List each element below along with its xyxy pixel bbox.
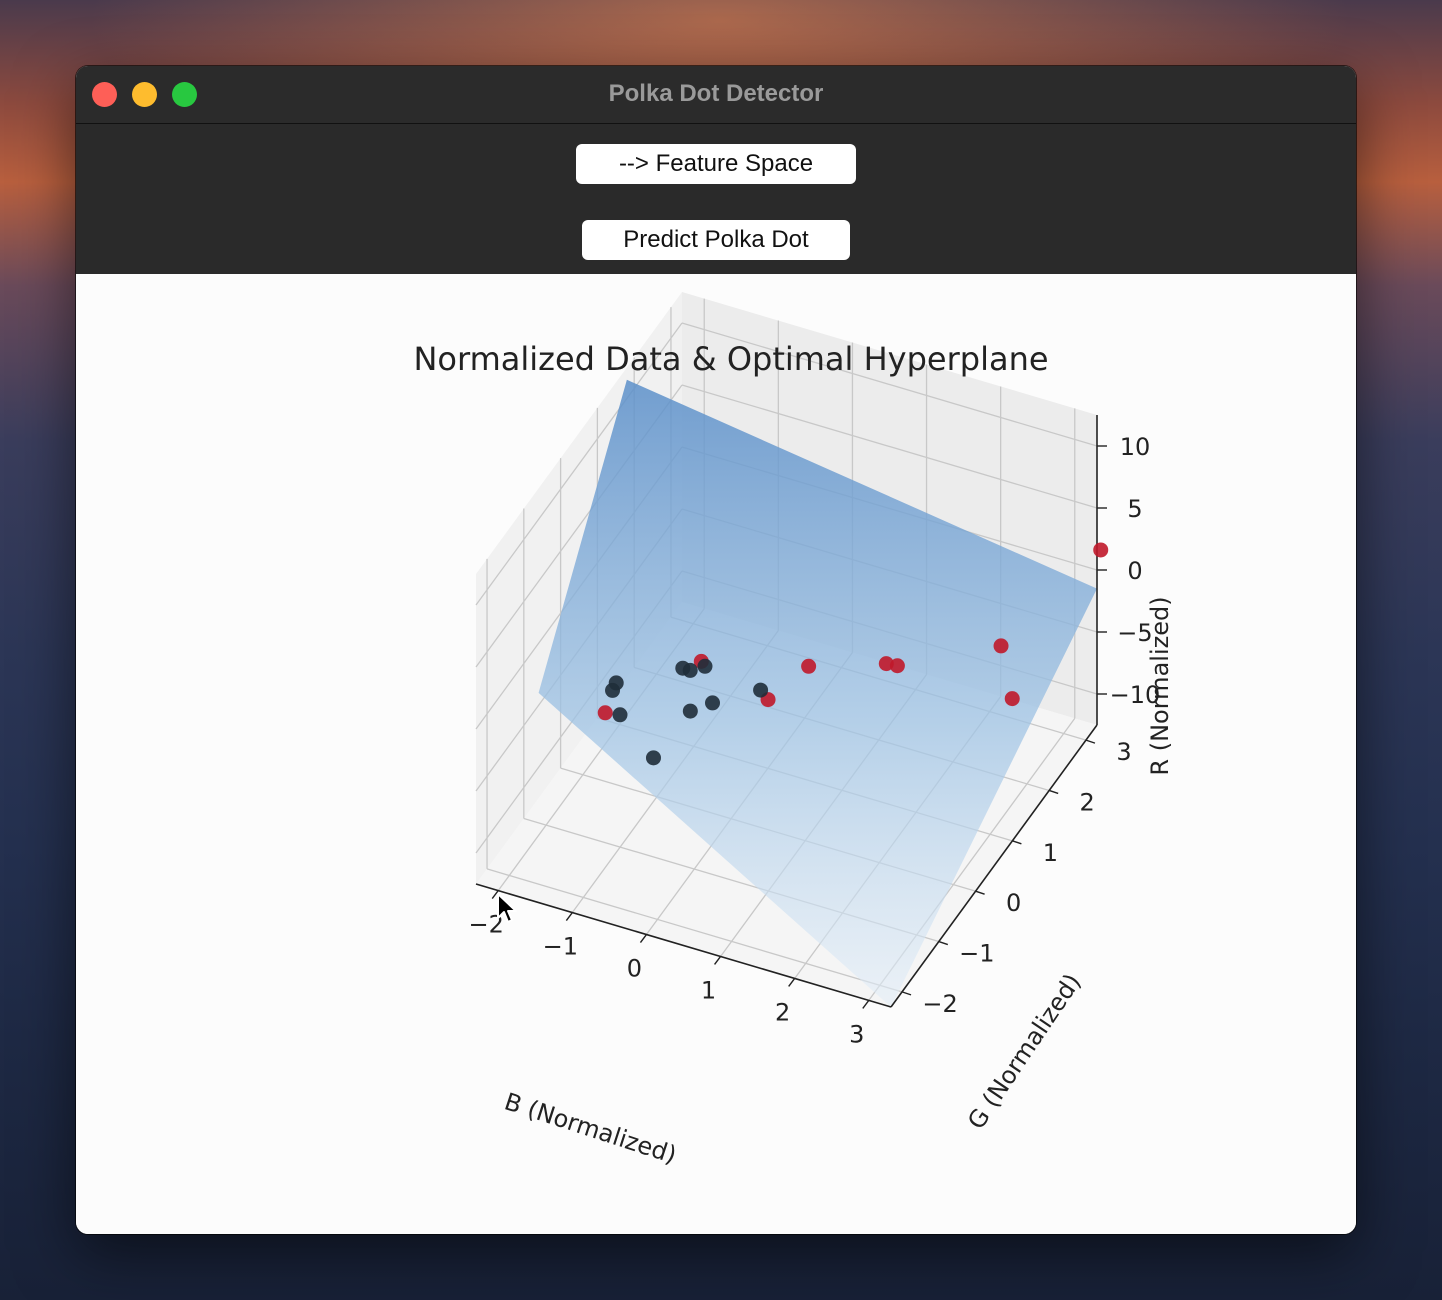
- x-tick: [788, 978, 796, 987]
- feature-space-button[interactable]: --> Feature Space: [576, 144, 856, 184]
- grid-line: [486, 868, 903, 993]
- y-tick-label: 3: [1116, 738, 1131, 766]
- dark-data-point: [645, 750, 661, 766]
- app-window: Polka Dot Detector --> Feature Space Pre…: [76, 66, 1356, 1234]
- y-tick-label: −1: [959, 940, 994, 968]
- z-tick-label: 10: [1120, 433, 1151, 461]
- y-tick: [1048, 789, 1059, 795]
- dark-data-point: [682, 703, 698, 719]
- x-tick: [713, 956, 722, 965]
- close-window-button[interactable]: [92, 82, 117, 107]
- x-tick-label: 1: [701, 976, 716, 1004]
- x-tick: [639, 934, 648, 943]
- red-data-point: [1093, 542, 1109, 558]
- predict-polka-dot-button[interactable]: Predict Polka Dot: [582, 220, 850, 260]
- red-data-point: [878, 656, 894, 672]
- x-tick: [565, 912, 573, 921]
- y-tick-label: 2: [1080, 788, 1095, 816]
- y-tick: [938, 940, 949, 946]
- grid-line: [681, 322, 1098, 447]
- dark-data-point: [705, 695, 720, 711]
- x-tick: [491, 890, 499, 900]
- y-tick: [975, 890, 985, 895]
- title-bar[interactable]: Polka Dot Detector: [76, 66, 1356, 124]
- x-axis-line: [475, 883, 892, 1008]
- x-tick-label: 2: [775, 998, 790, 1026]
- x-tick-label: −1: [543, 933, 578, 961]
- toolbar: --> Feature Space Predict Polka Dot: [76, 124, 1356, 274]
- y-tick-label: 0: [1006, 889, 1021, 917]
- hyperplane-surface: [538, 379, 1097, 1007]
- red-data-point: [801, 658, 817, 674]
- y-tick-label: −2: [922, 990, 957, 1018]
- z-tick-label: 5: [1127, 495, 1142, 523]
- grid-line: [681, 384, 1098, 509]
- y-tick-label: 1: [1043, 839, 1058, 867]
- z-tick-label: −5: [1117, 619, 1152, 647]
- dark-data-point: [608, 675, 624, 691]
- red-data-point: [597, 705, 613, 721]
- x-tick-label: 0: [627, 955, 642, 983]
- z-tick-label: −10: [1110, 681, 1161, 709]
- dark-data-point: [697, 658, 713, 674]
- z-tick-label: 0: [1127, 557, 1142, 585]
- red-data-point: [889, 658, 905, 674]
- x-tick: [862, 999, 870, 1009]
- y-tick: [901, 991, 912, 996]
- x-tick-label: 3: [849, 1020, 864, 1048]
- grid-line: [475, 322, 683, 606]
- chart-title: Normalized Data & Optimal Hyperplane: [413, 340, 1048, 378]
- window-title: Polka Dot Detector: [608, 80, 824, 107]
- y-axis-label: G (Normalized): [962, 969, 1086, 1135]
- y-tick: [1085, 739, 1096, 744]
- z-axis-label: R (Normalized): [1146, 596, 1174, 775]
- dark-data-point: [612, 707, 628, 723]
- mouse-pointer-icon: [497, 893, 517, 923]
- dark-data-point: [682, 662, 698, 678]
- red-data-point: [993, 638, 1009, 654]
- dark-data-point: [753, 682, 769, 698]
- maximize-window-button[interactable]: [172, 82, 197, 107]
- hyperplane: [538, 379, 1097, 1007]
- red-data-point: [1004, 691, 1020, 707]
- y-axis-line: [890, 724, 1098, 1008]
- data-points: [597, 542, 1109, 766]
- plot-canvas[interactable]: −2 −1 0 1 2 3 −2 −1 0 1 2 3 −10 −5 0 5 10 Normalized Dat…: [76, 274, 1356, 1234]
- y-tick: [1012, 840, 1022, 845]
- x-axis-label: B (Normalized): [501, 1087, 680, 1169]
- minimize-window-button[interactable]: [132, 82, 157, 107]
